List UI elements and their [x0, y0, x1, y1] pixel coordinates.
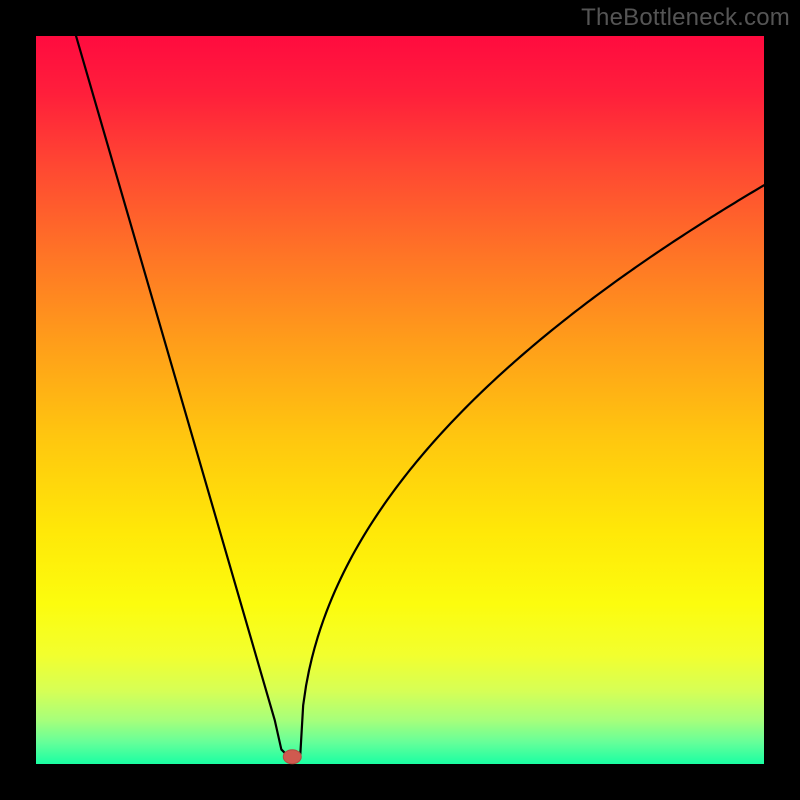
- watermark-text: TheBottleneck.com: [581, 4, 790, 32]
- plot-gradient-background: [36, 36, 764, 764]
- minimum-marker: [283, 750, 301, 764]
- chart-container: TheBottleneck.com: [0, 0, 800, 800]
- chart-svg: [0, 0, 800, 800]
